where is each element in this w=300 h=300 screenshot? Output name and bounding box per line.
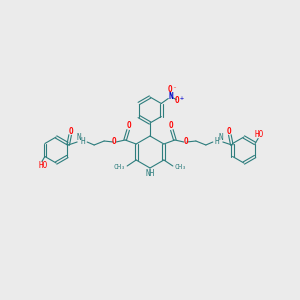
Text: HO: HO	[254, 130, 264, 139]
Text: HO: HO	[38, 161, 47, 170]
Text: N: N	[169, 92, 174, 101]
Text: NH: NH	[146, 169, 154, 178]
Text: O: O	[184, 136, 188, 146]
Text: H: H	[81, 136, 85, 146]
Text: O: O	[112, 136, 116, 146]
Text: H: H	[214, 136, 219, 146]
Text: CH₃: CH₃	[113, 164, 125, 170]
Text: N: N	[77, 134, 82, 142]
Text: O: O	[127, 122, 131, 130]
Text: O: O	[168, 85, 172, 94]
Text: ⁻: ⁻	[172, 86, 176, 92]
Text: O: O	[226, 127, 231, 136]
Text: O: O	[169, 122, 173, 130]
Text: +: +	[179, 95, 183, 101]
Text: O: O	[175, 96, 180, 105]
Text: O: O	[69, 127, 74, 136]
Text: CH₃: CH₃	[175, 164, 187, 170]
Text: N: N	[218, 134, 223, 142]
